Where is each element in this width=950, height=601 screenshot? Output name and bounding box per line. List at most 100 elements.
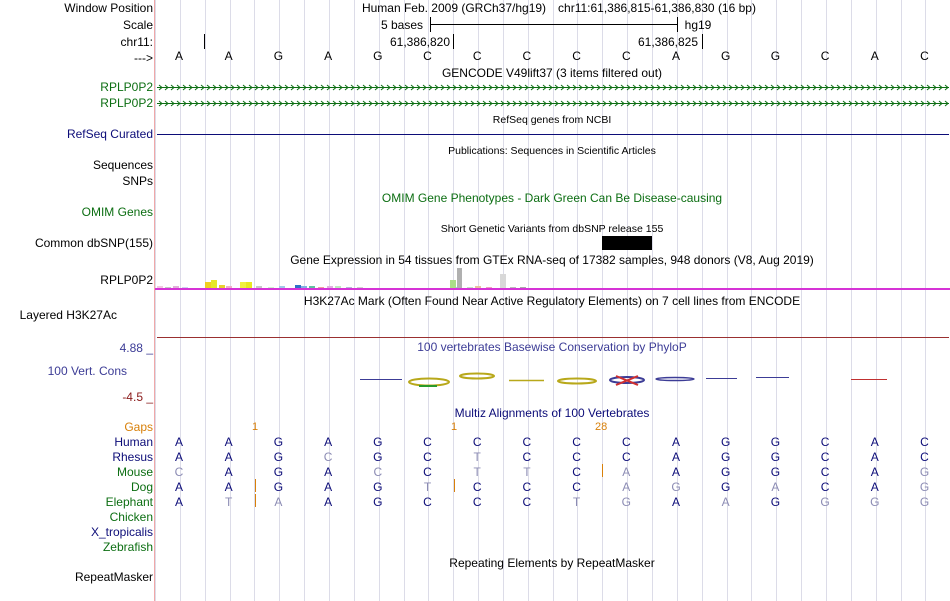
gtex-tissue-bar[interactable] bbox=[211, 280, 217, 288]
dbsnp-variant[interactable] bbox=[602, 236, 652, 250]
species-label[interactable]: Elephant bbox=[105, 495, 153, 509]
gtex-tissue-bar[interactable] bbox=[205, 282, 211, 288]
gencode-item-label-2[interactable]: RPLP0P2 bbox=[100, 96, 153, 110]
aligned-base: T bbox=[572, 495, 581, 509]
guide-line bbox=[354, 0, 355, 601]
strand-chevron bbox=[446, 84, 451, 91]
base: C bbox=[820, 49, 830, 63]
aligned-base: C bbox=[572, 480, 581, 494]
gtex-tissue-bar[interactable] bbox=[475, 286, 481, 288]
gtex-track-label[interactable]: RPLP0P2 bbox=[100, 273, 153, 287]
gtex-tissue-bar[interactable] bbox=[295, 285, 301, 288]
strand-chevron bbox=[200, 84, 205, 91]
strand-chevron bbox=[464, 84, 469, 91]
gtex-tissue-bar[interactable] bbox=[219, 285, 225, 288]
refseq-feature[interactable] bbox=[157, 134, 949, 135]
gtex-tissue-bar[interactable] bbox=[182, 287, 188, 288]
cons-logo[interactable] bbox=[157, 368, 949, 392]
aligned-base: C bbox=[522, 495, 532, 509]
gtex-tissue-bar[interactable] bbox=[240, 282, 246, 288]
strand-chevron bbox=[602, 84, 607, 91]
aligned-base: G bbox=[273, 465, 284, 479]
gtex-tissue-bar[interactable] bbox=[279, 286, 285, 288]
gtex-tissue-bar[interactable] bbox=[301, 286, 307, 288]
aligned-base: A bbox=[671, 495, 680, 509]
strand-chevron bbox=[746, 84, 751, 91]
aligned-base: C bbox=[820, 435, 830, 449]
gap-marker bbox=[255, 494, 256, 507]
species-label[interactable]: X_tropicalis bbox=[90, 525, 153, 539]
gtex-track-title: Gene Expression in 54 tissues from GTEx … bbox=[290, 253, 814, 267]
h3k27ac-track-label[interactable]: Layered H3K27Ac bbox=[19, 308, 117, 322]
pubs-track-label[interactable]: Sequences bbox=[92, 158, 153, 172]
species-label[interactable]: Chicken bbox=[109, 510, 153, 524]
gtex-tissue-bar[interactable] bbox=[165, 287, 171, 288]
strand-chevron bbox=[218, 84, 223, 91]
gtex-tissue-bar[interactable] bbox=[486, 287, 492, 288]
repeatmasker-track-label[interactable]: RepeatMasker bbox=[74, 570, 153, 584]
aligned-base: G bbox=[621, 495, 631, 509]
gencode-features[interactable] bbox=[157, 82, 949, 112]
strand-chevron bbox=[770, 100, 775, 107]
guide-line bbox=[304, 0, 305, 601]
aligned-base: A bbox=[174, 480, 183, 494]
strand-chevron bbox=[920, 84, 925, 91]
gtex-tissue-bar[interactable] bbox=[173, 286, 179, 288]
gencode-item-label-1[interactable]: RPLP0P2 bbox=[100, 80, 153, 94]
gtex-tissue-bar[interactable] bbox=[309, 286, 315, 288]
gtex-tissue-bar[interactable] bbox=[346, 287, 352, 288]
aligned-base: C bbox=[423, 495, 432, 509]
strand-chevron bbox=[380, 84, 385, 91]
aligned-base: A bbox=[224, 480, 233, 494]
strand-chevron bbox=[758, 100, 763, 107]
strand-chevron bbox=[530, 84, 535, 91]
strand-chevron bbox=[644, 100, 649, 107]
strand-chevron bbox=[758, 84, 763, 91]
strand-chevron bbox=[830, 100, 835, 107]
base: C bbox=[472, 49, 482, 63]
gtex-tissue-bar[interactable] bbox=[450, 280, 456, 288]
guide-line bbox=[577, 0, 578, 601]
gtex-tissue-bar[interactable] bbox=[520, 287, 526, 288]
species-label[interactable]: Dog bbox=[130, 480, 153, 494]
strand-chevron bbox=[794, 100, 799, 107]
species-label[interactable]: Mouse bbox=[116, 465, 153, 479]
gtex-tissue-bar[interactable] bbox=[268, 287, 274, 288]
strand-chevron bbox=[326, 84, 331, 91]
base: C bbox=[522, 49, 532, 63]
gtex-tissue-bar[interactable] bbox=[327, 286, 333, 288]
aligned-base: A bbox=[324, 495, 333, 509]
gtex-tissue-bar[interactable] bbox=[335, 286, 341, 288]
species-label[interactable]: Human bbox=[114, 435, 153, 449]
gtex-tissue-bar[interactable] bbox=[500, 274, 506, 288]
snps-label[interactable]: SNPs bbox=[122, 174, 153, 188]
species-label[interactable]: Rhesus bbox=[112, 450, 153, 464]
cons-track-label[interactable]: 100 Vert. Cons bbox=[47, 364, 127, 378]
gtex-tissue-bar[interactable] bbox=[457, 268, 462, 288]
species-label[interactable]: Zebrafish bbox=[102, 540, 153, 554]
omim-track-label[interactable]: OMIM Genes bbox=[81, 205, 153, 219]
gtex-tissue-bar[interactable] bbox=[256, 286, 262, 288]
gtex-tissue-bar[interactable] bbox=[467, 287, 473, 288]
strand-chevron bbox=[452, 84, 457, 91]
assembly-name: Human Feb. 2009 (GRCh37/hg19) bbox=[361, 1, 547, 15]
gtex-tissue-bar[interactable] bbox=[318, 287, 324, 288]
gtex-tissue-bar[interactable] bbox=[246, 282, 252, 288]
gtex-tissue-bar[interactable] bbox=[157, 286, 163, 288]
base: G bbox=[273, 49, 284, 63]
strand-chevron bbox=[236, 100, 241, 107]
gtex-tissue-bar[interactable] bbox=[226, 286, 232, 288]
base: G bbox=[373, 49, 383, 63]
guide-line bbox=[453, 0, 454, 601]
guide-line bbox=[776, 0, 777, 601]
aligned-base: A bbox=[870, 465, 879, 479]
aligned-base: G bbox=[273, 480, 284, 494]
refseq-track-title: RefSeq genes from NCBI bbox=[492, 114, 612, 126]
strand-chevron bbox=[560, 100, 565, 107]
dbsnp-track-label[interactable]: Common dbSNP(155) bbox=[34, 236, 153, 250]
refseq-track-label[interactable]: RefSeq Curated bbox=[66, 127, 153, 141]
gtex-tissue-bar[interactable] bbox=[357, 287, 363, 288]
gtex-tissue-bar[interactable] bbox=[510, 287, 516, 288]
strand-chevron bbox=[500, 100, 505, 107]
